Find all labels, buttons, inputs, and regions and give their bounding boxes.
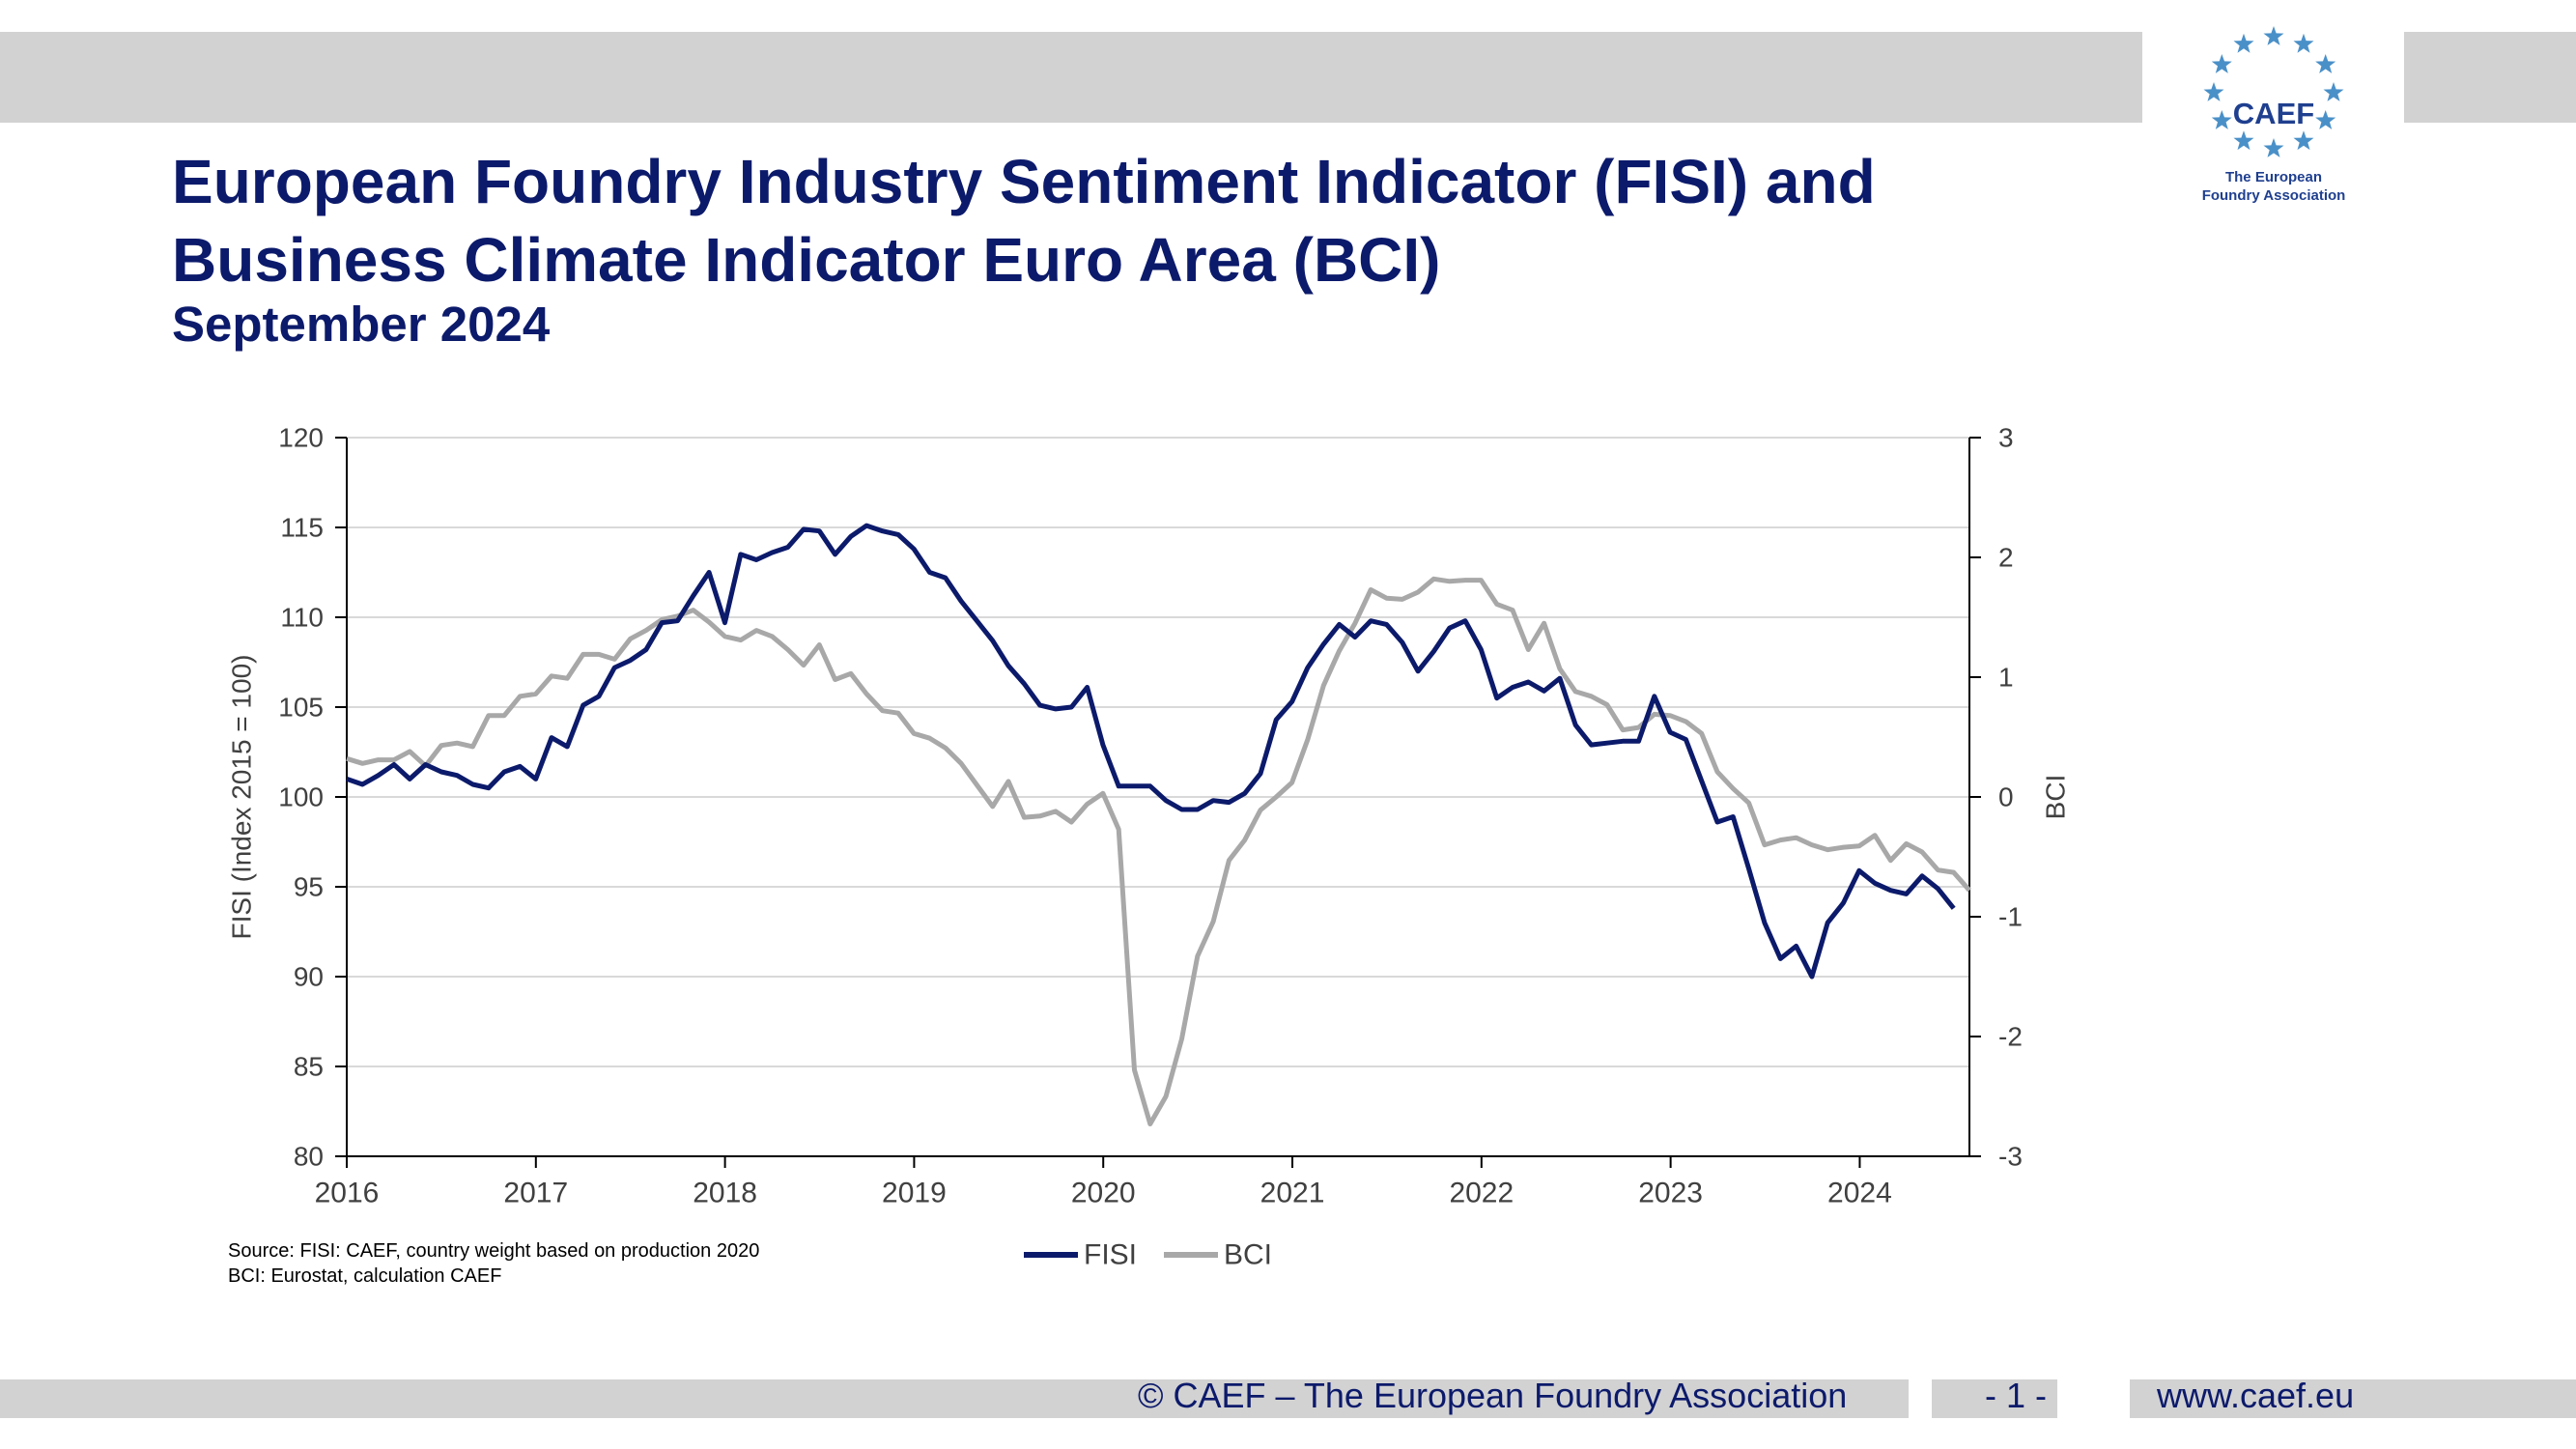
axis-labels: 80 85 90 95 100 105 110 115 120 -3 -2 -1 0 1 2 3 2016 201… <box>227 423 2071 1271</box>
footer-copyright: © CAEF – The European Foundry Associatio… <box>1138 1376 1848 1415</box>
y2-tick-label: 1 <box>1998 663 2014 693</box>
logo-star <box>2323 82 2344 101</box>
logo-subtitle: The European Foundry Association <box>2185 168 2363 205</box>
y2-tick-label: 0 <box>1998 782 2014 812</box>
y-tick-label: 105 <box>278 693 324 723</box>
logo-star <box>2211 54 2232 73</box>
logo-star <box>2315 110 2336 129</box>
x-tick-label: 2020 <box>1071 1178 1136 1209</box>
x-tick-label: 2016 <box>315 1178 380 1209</box>
x-tick-label: 2024 <box>1827 1178 1892 1209</box>
y2-tick-label: -1 <box>1998 902 2023 932</box>
logo-star <box>2211 110 2232 129</box>
y-tick-label: 90 <box>294 962 324 992</box>
footer-bar-copyright <box>0 1379 1909 1418</box>
y2-tick-label: -2 <box>1998 1022 2023 1052</box>
page-title: European Foundry Industry Sentiment Indi… <box>172 143 1876 299</box>
page-subtitle: September 2024 <box>172 297 551 352</box>
footer-page-number: - 1 - <box>1985 1376 2048 1415</box>
x-tick-label: 2021 <box>1260 1178 1325 1209</box>
logo-star <box>2263 26 2284 45</box>
star-ring-icon <box>2203 26 2344 157</box>
x-tick-label: 2022 <box>1449 1178 1514 1209</box>
legend-label-fisi: FISI <box>1084 1239 1137 1271</box>
logo-star <box>2233 33 2254 53</box>
logo-star <box>2293 130 2314 151</box>
y-axis-title: FISI (Index 2015 = 100) <box>227 655 257 940</box>
x-tick-label: 2023 <box>1638 1178 1703 1209</box>
y-tick-label: 115 <box>280 513 324 543</box>
y-tick-label: 120 <box>278 423 324 453</box>
series-lines <box>346 523 1971 1126</box>
y2-axis-title: BCI <box>2041 775 2071 820</box>
source-line2: BCI: Eurostat, calculation CAEF <box>228 1265 502 1287</box>
gridlines <box>347 437 1969 1157</box>
header-bar-left <box>0 32 2142 123</box>
y-tick-label: 95 <box>294 872 324 902</box>
source-line1: Source: FISI: CAEF, country weight based… <box>228 1240 760 1262</box>
y2-tick-label: -3 <box>1998 1142 2023 1172</box>
x-tick-label: 2019 <box>882 1178 947 1209</box>
footer-url-link[interactable]: www.caef.eu <box>2157 1376 2355 1415</box>
y2-tick-label: 3 <box>1998 423 2014 453</box>
footer-bar-page <box>1932 1379 2057 1418</box>
y-tick-label: 110 <box>280 603 324 633</box>
logo-subtitle-line1: The European <box>2224 169 2322 185</box>
logo-name: CAEF <box>2232 97 2315 130</box>
logo-subtitle-line2: Foundry Association <box>2201 187 2346 204</box>
logo-star <box>2203 82 2224 101</box>
legend-label-bci: BCI <box>1224 1239 1272 1271</box>
footer-bar-url <box>2130 1379 2576 1418</box>
series-line-bci <box>346 576 1971 1126</box>
source-note: Source: FISI: CAEF, country weight based… <box>228 1238 759 1289</box>
y-tick-label: 85 <box>294 1052 324 1082</box>
y-tick-label: 80 <box>294 1142 324 1172</box>
page-title-line2: Business Climate Indicator Euro Area (BC… <box>172 225 1441 295</box>
logo-star <box>2315 54 2336 73</box>
series-line-fisi <box>346 523 1956 980</box>
caef-logo: CAEF The European Foundry Association <box>2185 23 2363 216</box>
x-tick-label: 2018 <box>693 1178 757 1209</box>
logo-star <box>2233 130 2254 151</box>
x-tick-label: 2017 <box>503 1178 568 1209</box>
logo-star <box>2263 138 2284 157</box>
axes <box>335 437 1981 1168</box>
header-bar-right <box>2404 32 2576 123</box>
page-title-line1: European Foundry Industry Sentiment Indi… <box>172 147 1876 216</box>
logo-star <box>2293 33 2314 53</box>
y2-tick-label: 2 <box>1998 543 2014 573</box>
y-tick-label: 100 <box>278 782 324 812</box>
